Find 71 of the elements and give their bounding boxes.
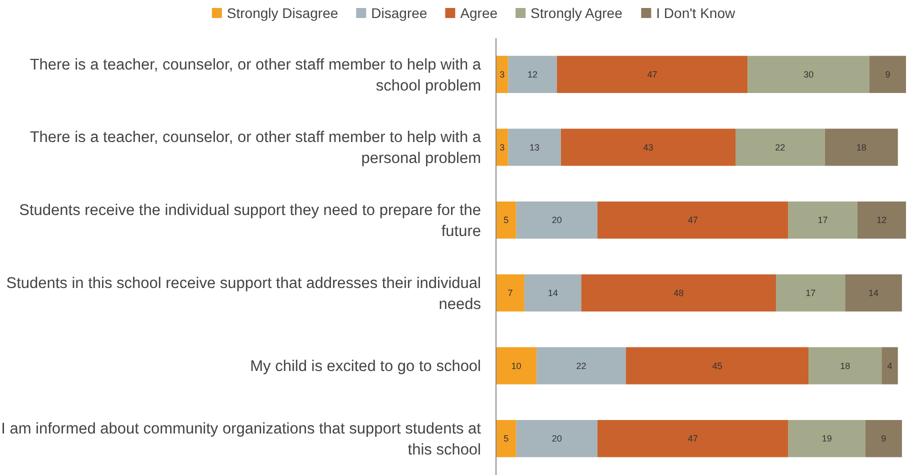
data-label: 3 — [500, 70, 505, 80]
bar — [516, 202, 598, 239]
data-label: 45 — [712, 360, 722, 371]
data-label: 14 — [868, 288, 879, 298]
bar — [748, 56, 870, 93]
data-label: 20 — [552, 215, 562, 226]
legend-label: Strongly Disagree — [226, 4, 338, 21]
data-label: 4 — [887, 360, 892, 371]
bar — [496, 128, 508, 166]
bar — [597, 420, 788, 458]
data-label: 17 — [818, 215, 828, 226]
data-label: 12 — [528, 70, 538, 80]
bar — [865, 420, 902, 458]
data-label: 48 — [674, 288, 684, 298]
bar — [560, 128, 736, 166]
bar — [736, 128, 825, 166]
data-label: 18 — [840, 360, 850, 371]
data-label: 12 — [876, 215, 887, 226]
y-tick-label: There is a teacher, counselor, or other staff member to help with a personal problem — [30, 129, 482, 168]
data-label: 7 — [508, 288, 513, 298]
bar — [597, 202, 788, 239]
data-label: 10 — [511, 360, 522, 371]
data-label: 22 — [576, 360, 586, 371]
bar — [496, 202, 516, 239]
bar — [524, 274, 582, 312]
bar — [788, 420, 866, 458]
y-tick-label: Students receive the individual support they need to prepare for the future — [19, 202, 481, 240]
y-tick-label: There is a teacher, counselor, or other staff member to help with a school problem — [30, 56, 482, 94]
legend-label: Disagree — [371, 4, 428, 21]
legend-label: I Don't Know — [656, 4, 736, 21]
bar — [536, 347, 626, 384]
y-tick-label: Students in this school receive support that addresses their individual needs — [6, 274, 482, 313]
bar — [824, 128, 898, 166]
bar — [788, 202, 858, 239]
data-label: 5 — [504, 434, 509, 444]
data-label: 30 — [804, 70, 814, 80]
bar — [508, 128, 561, 166]
data-label: 3 — [500, 142, 505, 152]
data-label: 5 — [504, 215, 509, 226]
bar — [581, 274, 776, 312]
data-label: 18 — [856, 142, 866, 152]
data-label: 19 — [822, 434, 832, 444]
bar — [516, 420, 598, 458]
bar — [869, 56, 906, 93]
y-tick-label: I am informed about community organizations that support students at this school — [1, 420, 482, 459]
bar — [882, 347, 898, 384]
data-label: 47 — [647, 70, 658, 80]
data-label: 47 — [688, 434, 698, 444]
bar — [496, 347, 537, 384]
bar — [556, 56, 748, 93]
data-label: 47 — [688, 215, 698, 226]
data-label: 43 — [643, 142, 654, 152]
bar — [626, 347, 809, 384]
data-label: 13 — [530, 142, 540, 152]
bar — [508, 56, 557, 93]
data-label: 14 — [548, 288, 558, 298]
bar — [857, 202, 906, 239]
data-label: 17 — [806, 288, 816, 298]
bar — [808, 347, 882, 384]
data-label: 20 — [552, 434, 562, 444]
bar — [496, 56, 508, 93]
data-label: 9 — [881, 434, 886, 444]
bar — [496, 420, 516, 458]
bar — [496, 274, 524, 312]
bar — [845, 274, 902, 312]
legend-label: Strongly Agree — [530, 4, 623, 21]
legend-label: Agree — [460, 4, 498, 21]
data-label: 22 — [775, 142, 786, 152]
y-tick-label: My child is excited to go to school — [250, 358, 481, 376]
data-label: 9 — [885, 70, 890, 80]
bar — [776, 274, 846, 312]
